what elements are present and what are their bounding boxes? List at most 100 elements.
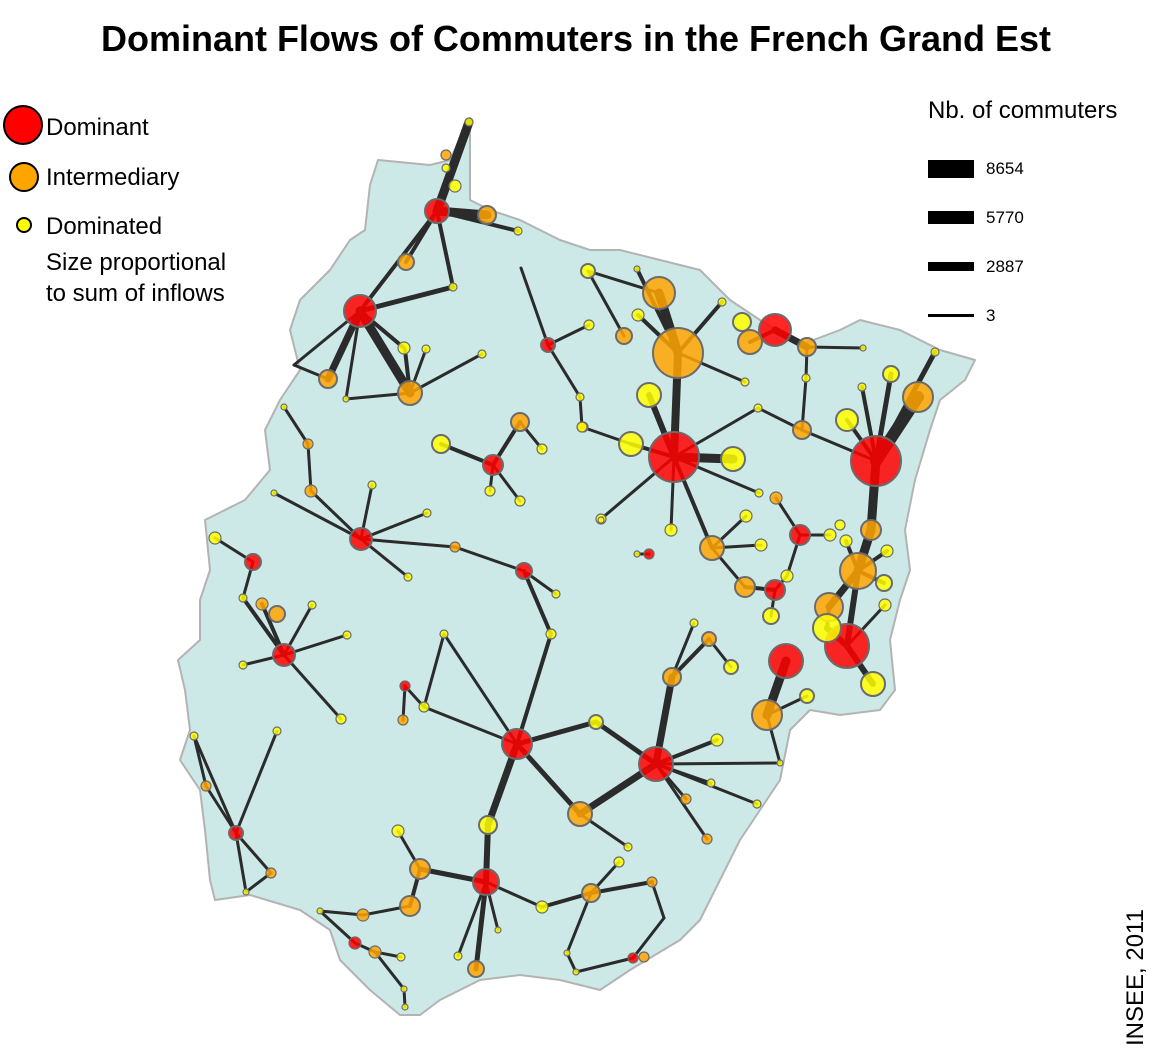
dominated-city-node [441, 163, 451, 173]
dominated-city-node [878, 598, 892, 612]
dominated-city-node [618, 431, 644, 457]
dominant-city-node [758, 313, 792, 347]
dominated-city-node [453, 951, 463, 961]
flow-line [422, 632, 446, 709]
dominated-city-node [270, 489, 278, 497]
flow-line [515, 632, 553, 746]
dominated-city-node [396, 952, 406, 962]
intermediary-city-node [662, 667, 682, 687]
dominated-city-node [238, 660, 248, 670]
flow-line [401, 684, 407, 722]
city-nodes [189, 117, 940, 1011]
dominant-symbol [3, 105, 43, 145]
dominant-city-node [472, 868, 500, 896]
flow-line [234, 831, 273, 875]
dominated-city-node [882, 365, 900, 383]
dominant-city-node [399, 680, 411, 692]
size-note-line1: Size proportional [46, 249, 227, 276]
dominated-city-node [280, 403, 288, 411]
dominant-city-node [501, 728, 533, 760]
dominated-label: Dominated [46, 213, 163, 240]
dominated-city-node [732, 312, 752, 332]
dominated-city-node [572, 968, 580, 976]
dominated-city-node [613, 856, 625, 868]
dominated-city-node [401, 1003, 409, 1011]
flow-label-5770: 5770 [986, 208, 1024, 227]
dominated-city-node [710, 733, 724, 747]
flow-line [192, 734, 208, 788]
flow-line [654, 762, 759, 806]
dominated-city-node [930, 347, 940, 357]
flow-line [522, 569, 553, 636]
dominated-city-node [536, 443, 548, 455]
intermediary-symbol [9, 162, 39, 192]
intermediary-city-node [255, 597, 269, 611]
intermediary-city-node [304, 484, 318, 498]
dominated-city-node [418, 701, 430, 713]
dominated-city-node [752, 799, 762, 809]
intermediary-city-node [265, 867, 277, 879]
dominant-city-node [768, 643, 804, 679]
dominated-city-node [484, 485, 496, 497]
intermediary-city-node [581, 883, 601, 903]
dominated-city-node [514, 495, 526, 507]
dominant-city-node [349, 527, 373, 551]
dominated-city-node [723, 659, 739, 675]
dominated-city-node [717, 297, 727, 307]
intermediary-city-node [368, 945, 382, 959]
dominated-city-node [859, 344, 867, 352]
flow-line [631, 916, 666, 960]
intermediary-city-node [701, 631, 717, 647]
flow-line [373, 950, 406, 991]
intermediary-city-node [449, 541, 461, 553]
city-type-legend: Dominant Intermediary Dominated Size pro… [0, 100, 260, 320]
dominated-city-node [242, 888, 250, 896]
dominated-city-node [316, 907, 324, 915]
flow-line [432, 117, 474, 216]
intermediary-city-node [652, 327, 704, 379]
dominated-city-node [812, 613, 842, 643]
intermediary-city-node [399, 895, 421, 917]
dominated-city-node [740, 377, 750, 387]
dominated-city-node [208, 531, 222, 545]
dominated-city-node [823, 528, 837, 542]
dominated-city-node [801, 373, 811, 383]
dominated-city-node [464, 117, 474, 127]
intermediary-city-node [701, 833, 713, 845]
flow-line [234, 729, 279, 835]
intermediary-label: Intermediary [46, 164, 180, 191]
flow-line [359, 537, 457, 549]
intermediary-city-node [839, 552, 877, 590]
dominated-city-node [391, 824, 405, 838]
dominated-city-node [494, 926, 502, 934]
dominated-city-node [875, 574, 893, 592]
dominated-city-node [664, 523, 678, 537]
dominant-city-node [643, 548, 655, 560]
dominated-city-node [799, 688, 815, 704]
intermediary-city-node [477, 205, 497, 225]
dominated-city-node [706, 778, 716, 788]
flow-line [282, 405, 310, 446]
dominated-city-node [431, 434, 451, 454]
intermediary-city-node [680, 793, 692, 805]
flow-line [519, 266, 550, 347]
flow-line [650, 880, 666, 920]
intermediary-city-node [751, 699, 783, 731]
dominated-city-node [588, 714, 604, 730]
dominated-city-node [839, 534, 853, 548]
dominated-city-node [422, 508, 432, 518]
dominated-city-node [753, 403, 763, 413]
dominated-city-node [478, 815, 498, 835]
intermediary-city-node [409, 858, 431, 880]
flow-line [318, 909, 365, 917]
flow-line [306, 442, 313, 493]
intermediary-city-node [615, 327, 633, 345]
intermediary-city-node [567, 801, 593, 827]
dominated-city-node [513, 226, 523, 236]
flow-line [408, 352, 484, 395]
dominant-city-node [638, 746, 674, 782]
intermediary-city-node [902, 381, 934, 413]
dominated-city-node [597, 516, 605, 524]
flow-line [565, 891, 593, 955]
